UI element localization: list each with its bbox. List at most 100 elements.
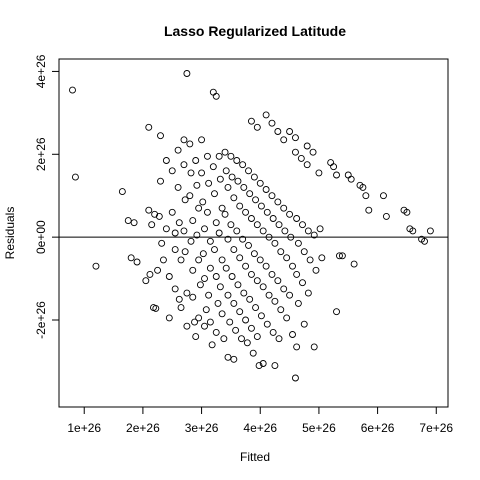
data-point: [240, 183, 248, 191]
plot-frame: [58, 58, 449, 408]
data-point: [230, 299, 238, 307]
data-point: [142, 277, 150, 285]
data-point: [303, 142, 311, 150]
data-point: [239, 235, 247, 243]
data-point: [330, 163, 338, 171]
data-point: [242, 316, 250, 324]
data-point: [252, 196, 260, 204]
data-point: [165, 314, 173, 322]
data-point: [271, 362, 279, 370]
data-point: [265, 291, 273, 299]
data-point: [297, 154, 305, 162]
data-point: [247, 324, 255, 332]
data-point: [253, 277, 261, 285]
data-point: [168, 167, 176, 175]
data-point: [221, 210, 229, 218]
data-point: [211, 190, 218, 198]
data-point: [224, 291, 232, 299]
x-axis: 1e+26 2e+26 3e+26 4e+26 5e+26 6e+26 7e+26: [67, 406, 453, 435]
data-point: [304, 289, 312, 297]
data-point: [224, 235, 232, 243]
data-point: [286, 291, 294, 299]
data-point: [333, 171, 340, 179]
data-point: [257, 312, 265, 320]
data-point: [286, 210, 294, 218]
data-point: [216, 283, 224, 291]
data-point: [201, 322, 208, 330]
data-point: [228, 173, 236, 181]
data-point: [292, 148, 299, 156]
data-point: [209, 163, 217, 171]
data-point: [263, 208, 271, 216]
data-point: [224, 183, 232, 191]
data-point: [300, 320, 308, 328]
data-point: [206, 237, 214, 245]
data-point: [220, 335, 228, 343]
data-point: [203, 152, 211, 160]
data-point: [239, 161, 247, 169]
data-point: [274, 198, 282, 206]
data-point: [293, 343, 301, 351]
data-point: [362, 192, 370, 200]
data-point: [127, 254, 135, 262]
data-point: [118, 188, 126, 196]
y-tick-label: -2e+26: [34, 301, 48, 339]
data-point: [162, 157, 170, 164]
data-point: [199, 250, 207, 258]
data-point: [189, 266, 197, 274]
data-point: [246, 295, 254, 303]
data-point: [259, 227, 267, 235]
data-point: [274, 277, 282, 285]
data-point: [227, 221, 235, 229]
data-point: [189, 293, 197, 301]
data-point: [336, 252, 343, 260]
data-point: [309, 148, 317, 156]
data-point: [206, 318, 214, 326]
data-point: [145, 206, 153, 214]
x-tick-label: 2e+26: [126, 421, 160, 435]
data-point: [350, 260, 358, 268]
data-point: [168, 208, 176, 216]
data-point: [318, 254, 326, 262]
data-point: [382, 212, 390, 220]
data-point: [292, 374, 299, 382]
data-point: [215, 152, 223, 160]
data-point: [280, 285, 288, 293]
data-point: [233, 227, 241, 235]
data-point: [212, 273, 220, 280]
data-point: [247, 270, 255, 278]
x-axis-label: Fitted: [240, 450, 270, 464]
data-point: [232, 326, 240, 334]
data-point: [205, 179, 213, 187]
data-point: [216, 175, 224, 183]
data-point: [208, 341, 216, 349]
data-point: [195, 256, 203, 264]
data-point: [177, 256, 185, 264]
data-point: [365, 206, 373, 214]
data-point: [189, 217, 197, 225]
data-point: [268, 192, 276, 200]
data-point: [289, 331, 296, 338]
y-tick-label: 4e+26: [34, 54, 48, 88]
data-point: [218, 256, 226, 264]
data-point: [269, 328, 277, 336]
data-point: [171, 246, 179, 254]
data-point: [187, 169, 195, 177]
data-point: [195, 314, 203, 322]
data-point: [299, 279, 306, 287]
data-point: [306, 256, 314, 264]
data-point: [236, 254, 244, 262]
data-point: [186, 192, 194, 200]
data-point: [310, 343, 318, 351]
data-point: [256, 179, 264, 187]
data-point: [327, 159, 335, 167]
data-point: [180, 227, 188, 235]
data-point: [294, 239, 302, 247]
data-point: [174, 183, 182, 191]
data-point: [154, 266, 162, 274]
data-point: [230, 355, 238, 363]
data-point: [157, 132, 164, 140]
data-point: [262, 186, 270, 193]
data-point: [177, 304, 185, 312]
